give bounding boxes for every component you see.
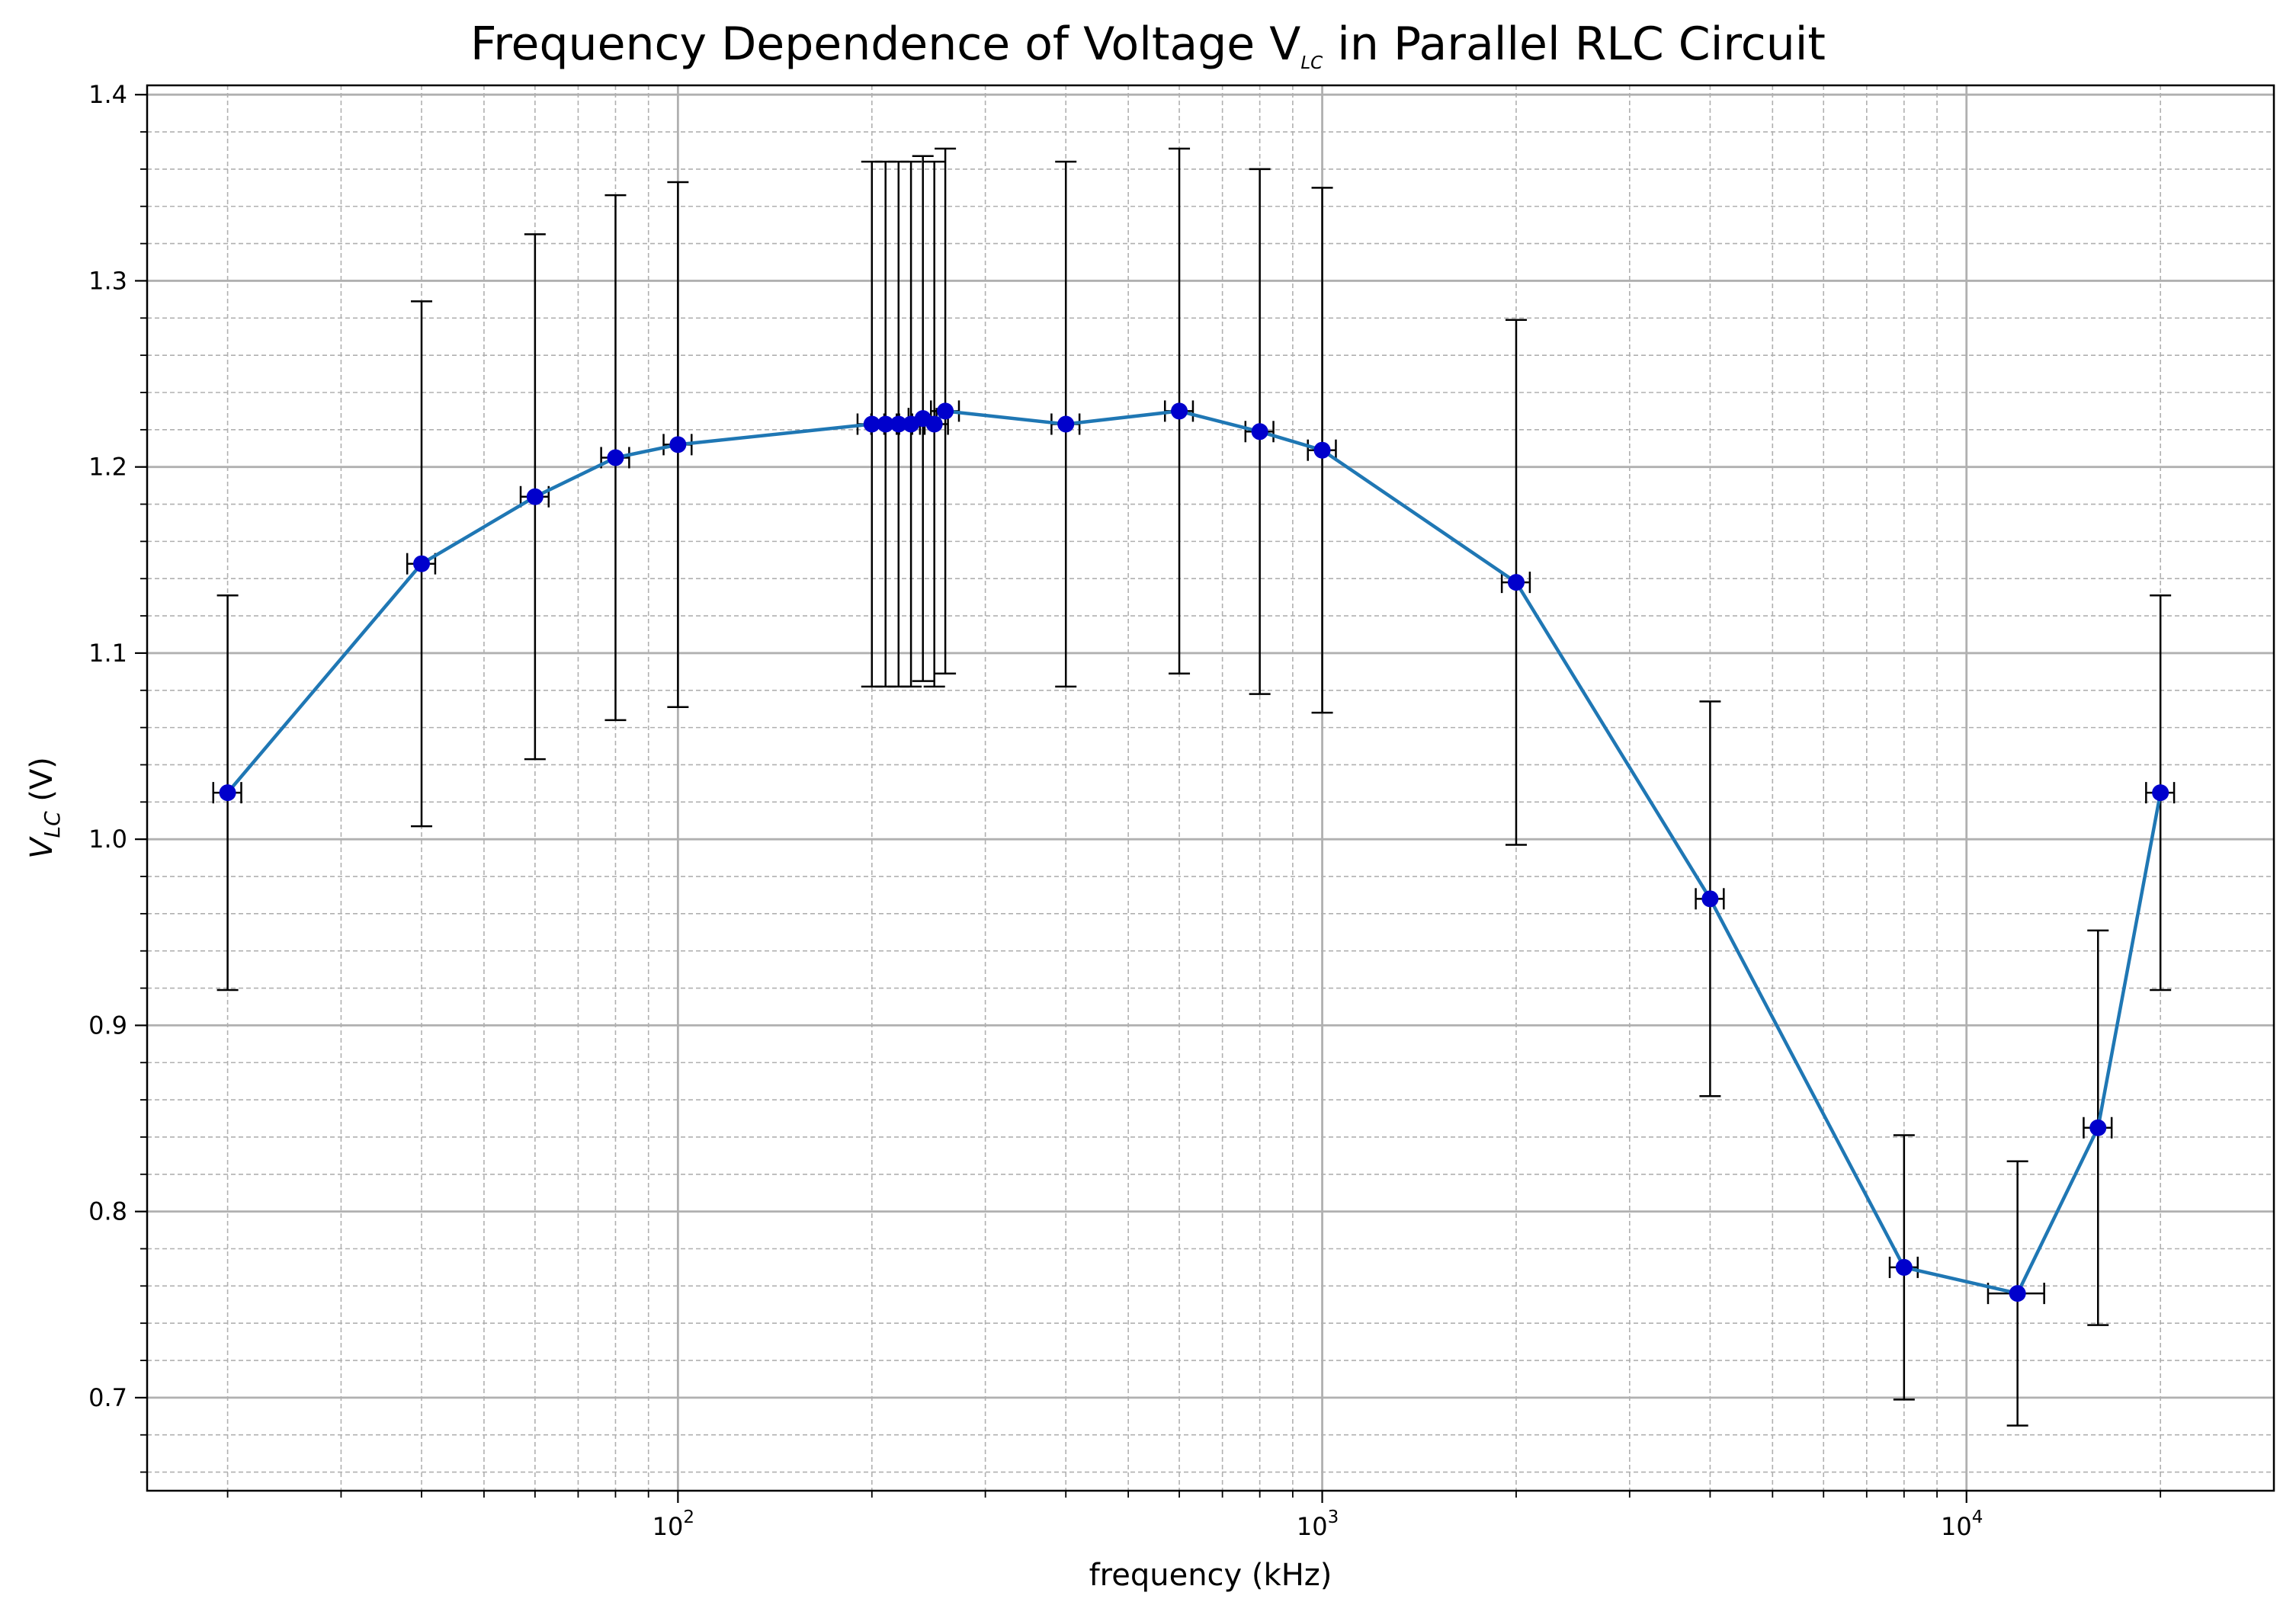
x-axis-label: frequency (kHz) — [1089, 1558, 1332, 1593]
plot-frame — [146, 84, 2275, 1492]
minor-gridlines — [147, 85, 2274, 1491]
chart-title-subscript: LC — [1300, 53, 1323, 73]
y-axis-label-subscript: LC — [40, 811, 65, 838]
y-tick-label: 1.2 — [88, 453, 127, 482]
y-tick-label: 1.1 — [88, 639, 127, 668]
data-point — [1057, 415, 1075, 433]
y-tick-label: 1.3 — [88, 266, 127, 295]
chart-title: Frequency Dependence of Voltage VLC in P… — [470, 18, 1826, 73]
data-point — [1507, 574, 1525, 591]
data-point — [1171, 402, 1188, 420]
data-point — [890, 415, 907, 433]
x-tick-label: 102 — [653, 1507, 694, 1541]
data-point — [413, 555, 431, 572]
series-line — [226, 409, 2163, 1296]
y-tick-label: 0.7 — [88, 1383, 127, 1412]
x-tick-label: 103 — [1297, 1507, 1339, 1541]
data-point — [2152, 784, 2169, 802]
y-tick-label: 0.9 — [88, 1011, 127, 1040]
data-point — [877, 415, 894, 433]
data-point — [2009, 1285, 2026, 1302]
data-point — [2089, 1119, 2107, 1136]
data-markers — [219, 402, 2169, 1302]
x-tick-label: 104 — [1941, 1507, 1983, 1541]
y-tick-label: 1.4 — [88, 80, 127, 109]
y-tick-label: 1.0 — [88, 825, 127, 854]
data-point — [1895, 1258, 1913, 1276]
data-point — [219, 784, 236, 802]
data-point — [937, 402, 954, 420]
data-point — [1251, 423, 1268, 441]
data-point — [607, 449, 624, 466]
y-axis-label: VLC (V) — [24, 757, 65, 859]
x-axis-ticks: 102 103 104 — [226, 1491, 2162, 1541]
y-axis-ticks: 0.7 0.8 0.9 1.0 1.1 1.2 1.3 1.4 — [88, 80, 147, 1473]
data-point — [863, 415, 880, 433]
major-gridlines — [147, 85, 2274, 1491]
data-point — [669, 436, 687, 453]
data-point — [925, 415, 943, 433]
y-tick-label: 0.8 — [88, 1197, 127, 1226]
data-point — [1701, 890, 1719, 908]
data-point — [526, 488, 544, 505]
data-point — [1313, 441, 1331, 459]
